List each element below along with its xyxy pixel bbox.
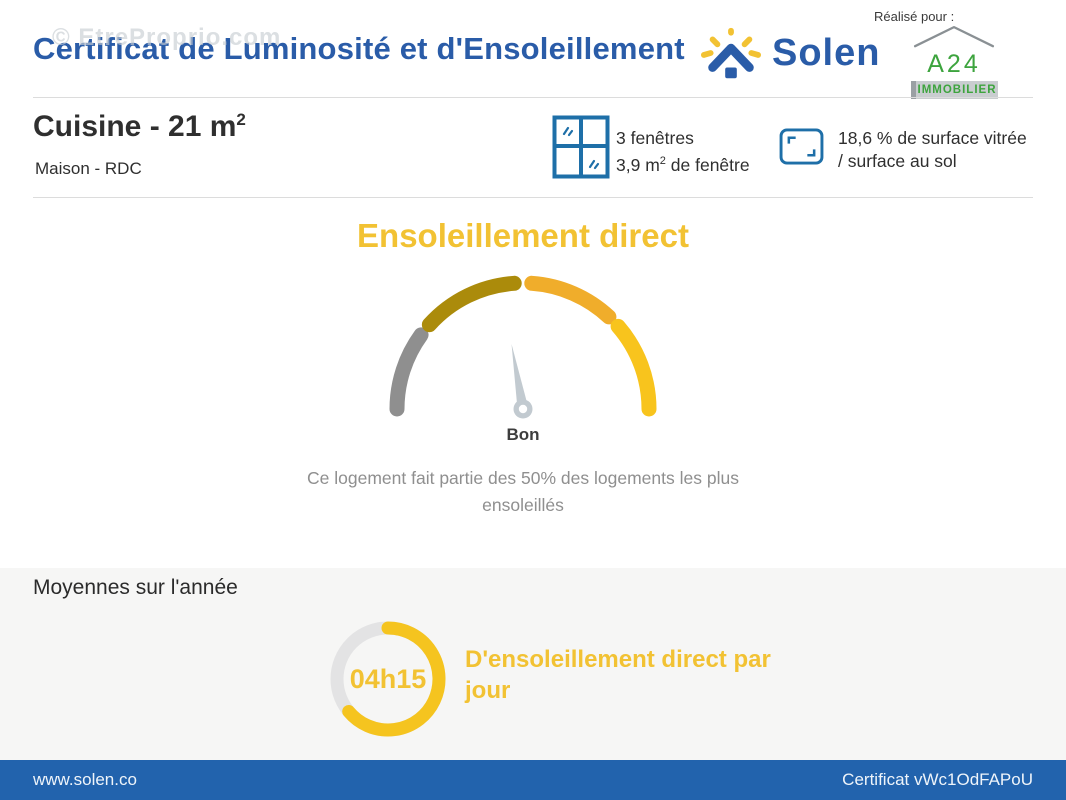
ring-chart: [330, 621, 446, 737]
footer-certificate-id: Certificat vWc1OdFAPoU: [842, 770, 1033, 789]
page-title: Certificat de Luminosité et d'Ensoleille…: [33, 31, 685, 66]
gauge-segment-low: [389, 327, 429, 417]
daily-sunshine-ring: 04h15: [323, 614, 453, 744]
solen-logo: Solen: [700, 24, 880, 82]
ring-fill: [342, 621, 446, 737]
averages-title: Moyennes sur l'année: [33, 576, 238, 599]
averages-section: Moyennes sur l'année 04h15 D'ensoleillem…: [0, 568, 1066, 760]
room-area-sup: 2: [236, 110, 246, 129]
roof-icon: [913, 25, 995, 48]
footer-url: www.solen.co: [33, 770, 137, 789]
gauge-segment-high: [610, 318, 657, 417]
gauge-needle: [511, 344, 529, 410]
windows-stat: 3 fenêtres 3,9 m2 de fenêtre: [616, 127, 750, 177]
sunshine-gauge: [389, 275, 657, 419]
gauge-title: Ensoleillement direct: [357, 217, 689, 254]
gauge-segment-medium-low: [421, 275, 522, 333]
room-title: Cuisine - 21 m2: [33, 110, 246, 144]
header-divider: [33, 97, 1033, 98]
realise-pour-label: Réalisé pour :: [874, 9, 955, 24]
gauge-segment-medium-high: [524, 275, 617, 325]
room-name: Cuisine - 21 m: [33, 110, 237, 143]
a24-agency-logo: A24 IMMOBILIER: [906, 22, 1002, 99]
window-icon: [552, 115, 610, 179]
footer-bar: www.solen.co Certificat vWc1OdFAPoU: [0, 760, 1066, 800]
windows-count: 3 fenêtres: [616, 128, 694, 148]
windows-area-pre: 3,9 m: [616, 154, 660, 175]
ring-label: D'ensoleillement direct par jour: [465, 646, 771, 704]
surface-icon: [779, 128, 824, 165]
glazing-stat: 18,6 % de surface vitrée / surface au so…: [838, 127, 1027, 173]
gauge-description: Ce logement fait partie des 50% des loge…: [307, 468, 739, 515]
watermark: © EtreProprio.com: [52, 24, 282, 51]
agency-name: A24: [927, 50, 981, 78]
gauge-reading: Bon: [506, 425, 540, 444]
room-divider: [33, 197, 1033, 198]
solen-wordmark: Solen: [772, 31, 881, 74]
windows-area: 3,9 m2 de fenêtre: [616, 150, 750, 177]
windows-area-post: de fenêtre: [665, 154, 750, 175]
glazing-line2: / surface au sol: [838, 151, 957, 171]
windows-area-sup: 2: [659, 155, 666, 167]
ring-value: 04h15: [349, 663, 427, 694]
agency-immobilier-badge: IMMOBILIER: [910, 81, 998, 99]
glazing-line1: 18,6 % de surface vitrée: [838, 128, 1027, 148]
house-sun-icon: [700, 27, 762, 79]
room-subtitle: Maison - RDC: [35, 159, 142, 178]
gauge-needle-hub-center: [518, 404, 528, 414]
